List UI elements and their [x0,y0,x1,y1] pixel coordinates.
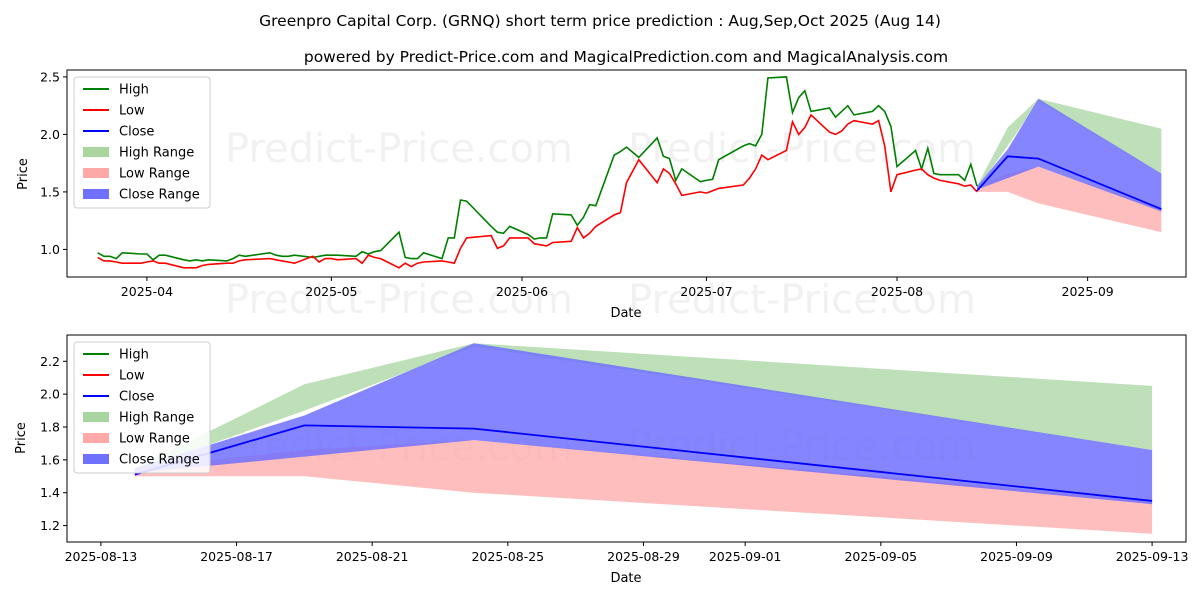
legend-label: Close [119,390,154,405]
y-tick-label: 2.0 [40,387,60,402]
close-range-band [134,343,1153,505]
legend-label: Close [119,125,154,140]
top-plot-area [97,76,1162,269]
bottom-y-ticks: 1.2 1.4 1.6 1.8 2.0 2.2 [40,354,67,533]
y-tick-label: 2.2 [40,354,60,369]
y-tick-label: 1.5 [40,184,60,199]
y-tick-label: 2.0 [40,127,60,142]
x-tick-label: 2025-09-05 [844,549,917,564]
x-tick-label: 2025-04 [121,284,173,299]
x-tick-label: 2025-08-29 [607,549,680,564]
bottom-panel: Predict-Price.com Predict-Price.com 2025… [14,334,1189,586]
legend-label: Low [119,104,145,119]
x-tick-label: 2025-08-25 [471,549,544,564]
y-tick-label: 1.4 [40,485,60,500]
high-line [97,76,978,262]
legend-swatch [83,168,109,178]
high-range-band [977,98,1162,189]
watermark-2: Predict-Price.com [628,126,976,172]
watermark-3: Predict-Price.com [225,277,573,323]
chart-title: Greenpro Capital Corp. (GRNQ) short term… [259,12,941,30]
low-line [97,113,978,269]
legend-label: High Range [119,146,194,161]
y-tick-label: 1.0 [40,242,60,257]
bottom-x-ticks: 2025-08-13 2025-08-17 2025-08-21 2025-08-25… [65,542,1189,564]
x-tick-label: 2025-08-17 [200,549,273,564]
x-tick-label: 2025-06 [496,284,548,299]
x-tick-label: 2025-09-13 [1116,549,1189,564]
top-y-ticks: 1.0 1.5 2.0 2.5 [40,69,67,257]
watermark-4: Predict-Price.com [628,277,976,323]
low-range-band [977,166,1162,233]
legend-swatch [83,412,109,422]
close-range-band [977,98,1162,212]
x-tick-label: 2025-09 [1062,284,1114,299]
close-forecast-line [976,155,1162,210]
y-tick-label: 2.5 [40,69,60,84]
legend-swatch [83,433,109,443]
low-range-band [134,440,1153,534]
top-panel: Predict-Price.com Predict-Price.com Pred… [16,69,1187,323]
bottom-y-axis-label: Price [14,422,29,454]
x-tick-label: 2025-07 [680,284,732,299]
top-x-axis-label: Date [610,306,641,321]
y-tick-label: 1.6 [40,452,60,467]
top-y-axis-label: Price [16,158,31,190]
bottom-axes-frame [66,334,1187,543]
legend-label: Low [119,369,145,384]
bottom-plot-area [134,343,1153,534]
close-forecast-line [134,424,1153,502]
top-legend: High Low Close High Range Low Range Close Ran… [73,76,211,209]
x-tick-label: 2025-09-09 [980,549,1053,564]
x-tick-label: 2025-08 [871,284,923,299]
x-tick-label: 2025-08-13 [65,549,138,564]
legend-label: High [119,83,149,98]
legend-label: Low Range [119,432,190,447]
bottom-x-axis-label: Date [610,571,641,586]
top-series [97,76,1162,269]
x-tick-label: 2025-08-21 [336,549,409,564]
high-range-band [134,343,1153,472]
top-x-ticks: 2025-04 2025-05 2025-06 2025-07 2025-08 2025-… [121,277,1114,299]
legend-label: Close Range [119,453,200,468]
legend-swatch [83,189,109,199]
watermark-1: Predict-Price.com [225,126,573,172]
x-tick-label: 2025-05 [305,284,357,299]
y-tick-label: 1.2 [40,518,60,533]
top-axes-frame [66,69,1187,278]
legend-label: High Range [119,411,194,426]
bot-series [134,343,1153,534]
x-tick-label: 2025-09-01 [709,549,782,564]
legend-label: Low Range [119,167,190,182]
y-tick-label: 1.8 [40,420,60,435]
legend-label: Close Range [119,188,200,203]
legend-swatch [83,454,109,464]
legend-swatch [83,147,109,157]
bottom-legend: High Low Close High Range Low Range Close Ran… [73,341,211,474]
chart-subtitle: powered by Predict-Price.com and Magical… [304,48,948,66]
legend-label: High [119,348,149,363]
